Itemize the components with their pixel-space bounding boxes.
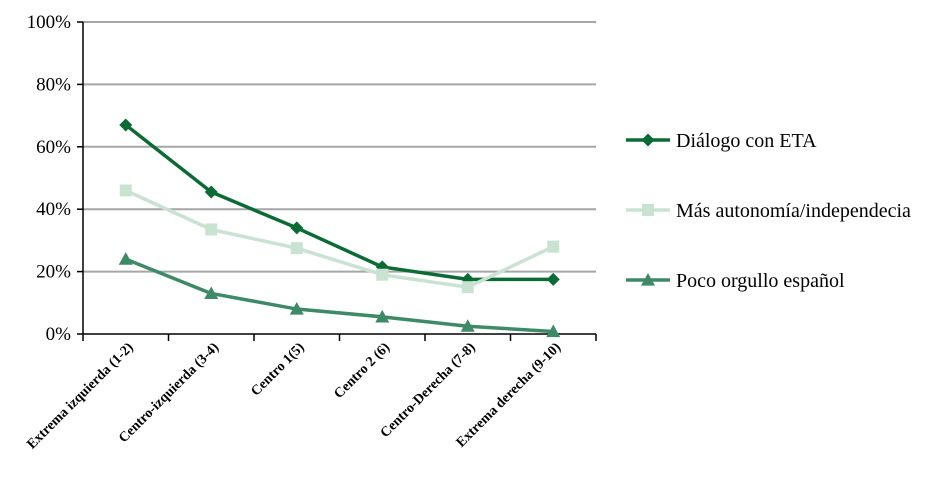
data-point xyxy=(289,302,304,315)
data-point xyxy=(119,118,133,132)
gridlines xyxy=(77,21,596,335)
legend-item: Más autonomía/independecia xyxy=(626,200,911,222)
y-tick-label: 60% xyxy=(36,137,71,158)
data-point xyxy=(546,272,560,286)
series-2 xyxy=(118,252,561,338)
legend-marker xyxy=(642,204,654,216)
data-point xyxy=(546,324,561,338)
legend-label: Más autonomía/independecia xyxy=(676,200,911,222)
series-line xyxy=(124,123,554,282)
x-tick-label: Centro 2 (6) xyxy=(332,340,394,402)
y-tick-label: 20% xyxy=(36,262,71,283)
series-line xyxy=(125,188,555,289)
data-point xyxy=(376,268,389,281)
data-point xyxy=(290,242,303,255)
x-tick-label: Centro-Derecha (7-8) xyxy=(378,340,479,441)
data-point xyxy=(547,240,560,253)
axes xyxy=(82,22,596,335)
legend-label: Diálogo con ETA xyxy=(676,130,817,152)
legend-item: Poco orgullo español xyxy=(626,270,845,292)
legend-label: Poco orgullo español xyxy=(676,270,845,292)
series-line xyxy=(125,257,554,334)
y-tick-label: 0% xyxy=(46,324,72,345)
legend-item: Diálogo con ETA xyxy=(626,130,817,152)
data-point xyxy=(118,252,133,265)
data-point xyxy=(205,223,218,236)
legend: Diálogo con ETA Más autonomía/independeci… xyxy=(626,130,911,292)
legend-marker xyxy=(641,273,655,286)
data-point xyxy=(204,185,218,199)
data-point xyxy=(204,286,219,300)
series-1 xyxy=(119,184,560,294)
y-tick-labels: 0% 20% 40% 60% 80% 100% xyxy=(27,12,72,345)
series-layer xyxy=(118,118,561,338)
data-point xyxy=(290,221,304,235)
data-point xyxy=(461,281,474,294)
y-tick-label: 40% xyxy=(36,199,71,220)
data-point xyxy=(119,184,132,197)
y-tick-label: 100% xyxy=(27,12,72,33)
data-point xyxy=(460,319,475,332)
data-point xyxy=(375,309,390,323)
x-tick-label: Centro 1(5) xyxy=(248,340,307,399)
x-tick-labels: Extrema izquierda (1-2)Centro-izquierda … xyxy=(24,334,597,452)
x-tick-label: Centro-izquierda (3-4) xyxy=(116,340,222,446)
legend-marker xyxy=(641,133,655,147)
y-tick-label: 80% xyxy=(36,74,71,95)
